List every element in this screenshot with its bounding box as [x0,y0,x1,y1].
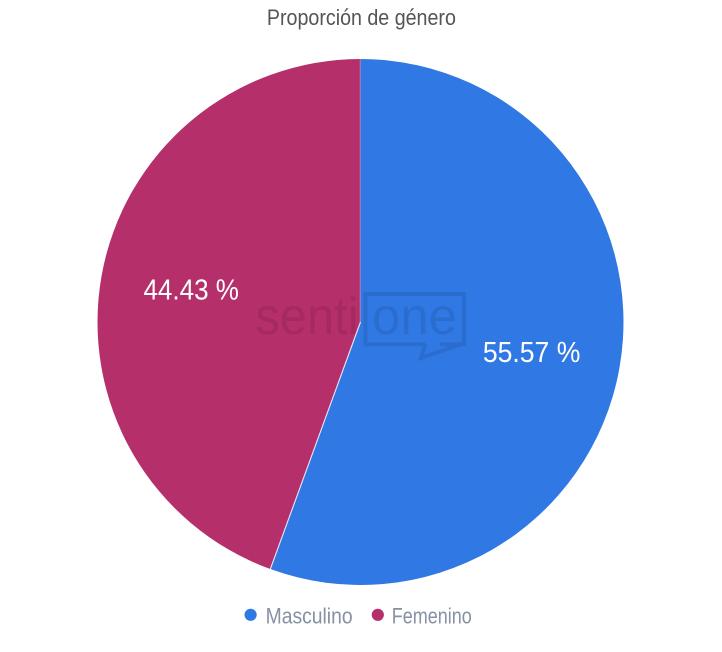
svg-text:one: one [372,288,457,346]
svg-text:44.43 %: 44.43 % [143,274,239,306]
svg-text:55.57 %: 55.57 % [483,337,581,369]
svg-text:Proporción de género: Proporción de género [267,5,456,30]
svg-text:senti: senti [256,288,359,346]
svg-text:Femenino: Femenino [392,604,472,629]
svg-text:Masculino: Masculino [266,604,353,629]
